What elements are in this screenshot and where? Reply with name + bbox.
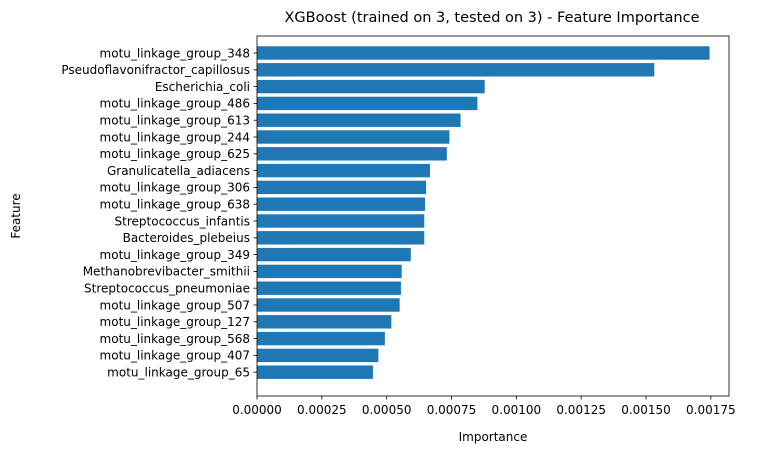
bar-10	[257, 197, 426, 211]
bar-5	[257, 113, 461, 127]
x-tick-label: 0.00125	[556, 403, 606, 417]
bar-1	[257, 46, 710, 60]
bar-6	[257, 130, 450, 144]
y-tick-label: Bacteroides_plebeius	[123, 231, 250, 245]
bar-19	[257, 348, 379, 363]
x-tick-label: 0.00100	[492, 403, 542, 417]
bar-8	[257, 163, 430, 178]
bar-4	[257, 96, 478, 111]
y-tick-label: Methanobrevibacter_smithii	[83, 265, 250, 279]
y-tick-label: motu_linkage_group_568	[100, 332, 250, 346]
y-tick-label: Escherichia_coli	[155, 80, 250, 94]
y-tick-label: motu_linkage_group_244	[100, 130, 250, 144]
bar-12	[257, 231, 425, 245]
y-tick-label: Pseudoflavonifractor_capillosus	[61, 63, 250, 77]
x-tick-label: 0.00025	[297, 403, 347, 417]
bar-11	[257, 214, 425, 228]
x-axis-ticks: 0.00000 0.00025 0.00050 0.00075 0.00100 0.001…	[232, 396, 736, 417]
y-axis-ticks: motu_linkage_group_348 Pseudoflavonifract…	[61, 46, 257, 380]
y-tick-label: motu_linkage_group_613	[100, 114, 250, 128]
bar-7	[257, 147, 447, 161]
x-tick-label: 0.00075	[427, 403, 477, 417]
bar-9	[257, 180, 427, 195]
y-tick-label: motu_linkage_group_407	[100, 349, 250, 363]
y-tick-label: motu_linkage_group_65	[107, 366, 250, 380]
x-tick-label: 0.00150	[621, 403, 671, 417]
bar-16	[257, 298, 400, 312]
x-tick-label: 0.00175	[686, 403, 736, 417]
y-axis-label: Feature	[9, 193, 23, 238]
bar-3	[257, 79, 485, 94]
x-tick-label: 0.00000	[232, 403, 282, 417]
y-tick-label: motu_linkage_group_348	[100, 46, 250, 60]
bar-20	[257, 365, 373, 379]
y-tick-label: motu_linkage_group_306	[100, 181, 250, 195]
y-tick-label: Streptococcus_infantis	[115, 214, 250, 228]
bars-group	[257, 46, 710, 379]
bar-17	[257, 315, 392, 329]
bar-13	[257, 247, 411, 262]
x-axis-label: Importance	[459, 430, 528, 444]
chart-title: XGBoost (trained on 3, tested on 3) - Fe…	[284, 10, 699, 26]
y-tick-label: motu_linkage_group_486	[100, 97, 250, 111]
x-tick-label: 0.00050	[362, 403, 412, 417]
plot-frame	[256, 35, 730, 397]
y-tick-label: motu_linkage_group_349	[100, 248, 250, 262]
y-tick-label: motu_linkage_group_127	[100, 315, 250, 329]
bar-18	[257, 331, 385, 346]
bar-14	[257, 264, 402, 279]
y-tick-label: motu_linkage_group_507	[100, 298, 250, 312]
y-tick-label: motu_linkage_group_638	[100, 198, 250, 212]
y-tick-label: motu_linkage_group_625	[100, 147, 250, 161]
bar-2	[257, 63, 655, 77]
bar-15	[257, 281, 401, 295]
y-tick-label: Granulicatella_adiacens	[107, 164, 250, 178]
y-tick-label: Streptococcus_pneumoniae	[84, 282, 250, 296]
